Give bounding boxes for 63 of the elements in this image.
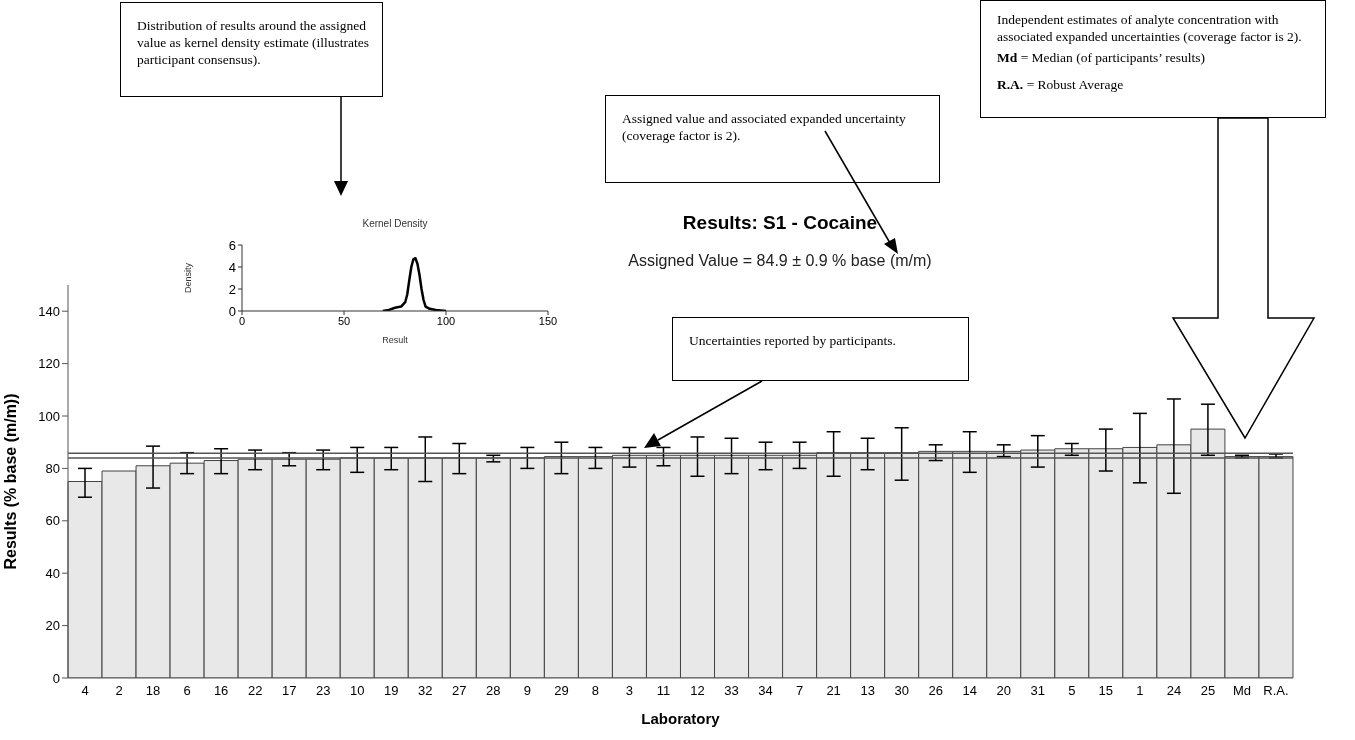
x-tick-label: 19: [384, 683, 399, 699]
x-tick-label: 2: [115, 683, 123, 699]
x-tick-label: Md: [1232, 683, 1251, 699]
x-tick-label: 14: [962, 683, 977, 699]
y-tick-label: 120: [38, 356, 60, 372]
x-tick-label: 4: [81, 683, 89, 699]
y-tick-label: 6: [228, 237, 236, 253]
x-tick-label: 9: [523, 683, 531, 699]
x-tick-label: 6: [183, 683, 191, 699]
y-axis-title: Density: [183, 262, 194, 294]
x-tick-label: 26: [928, 683, 943, 699]
x-tick-label: 100: [436, 314, 456, 327]
x-tick-label: 150: [538, 314, 558, 327]
x-tick-label: 0: [238, 314, 246, 327]
y-tick-label: 60: [45, 513, 60, 529]
x-tick-label: R.A.: [1263, 683, 1289, 699]
x-tick-label: 12: [690, 683, 705, 699]
x-tick-label: 27: [452, 683, 467, 699]
y-tick-label: 20: [45, 618, 60, 634]
x-tick-label: 34: [758, 683, 773, 699]
x-tick-label: 17: [281, 683, 297, 699]
x-tick-label: 23: [315, 683, 331, 699]
x-tick-label: 20: [996, 683, 1011, 699]
x-tick-label: 15: [1098, 683, 1114, 699]
x-tick-label: 21: [826, 683, 841, 699]
x-axis-title: Result: [382, 335, 409, 345]
chart-title: Results: S1 - Cocaine: [681, 212, 879, 234]
x-tick-label: 3: [625, 683, 634, 699]
y-tick-label: 40: [45, 565, 60, 581]
y-tick-label: 100: [38, 408, 60, 424]
x-tick-label: 8: [591, 683, 600, 699]
x-tick-label: 7: [795, 683, 804, 699]
x-tick-label: 22: [247, 683, 263, 699]
x-tick-label: 16: [213, 683, 229, 699]
x-tick-label: 31: [1030, 683, 1046, 699]
text-box: Distribution of results around the assigned value as kernel density estimate (illustrates participant consensus).: [120, 2, 383, 97]
y-tick-label: 0: [52, 670, 60, 686]
x-tick-label: 50: [337, 314, 351, 327]
x-tick-label: 11: [656, 683, 671, 699]
text-box: Independent estimates of analyte concentration with associated expanded uncertainties (coverage factor is 2). Md = Median (of participants’ results) R.A. = Robust Average: [980, 0, 1326, 118]
x-tick-label: 25: [1200, 683, 1216, 699]
y-tick-label: 4: [228, 259, 236, 275]
x-tick-label: 28: [486, 683, 501, 699]
y-tick-label: 140: [38, 303, 60, 319]
text-box: Uncertainties reported by participants.: [672, 317, 969, 381]
x-axis-title: Laboratory: [641, 710, 721, 727]
annotation: Uncertainties reported by participants.: [689, 332, 897, 349]
y-tick-label: 80: [45, 461, 60, 477]
x-tick-label: 18: [145, 683, 161, 699]
chart-title: Kernel Density: [361, 218, 429, 229]
x-tick-label: 13: [860, 683, 875, 699]
x-tick-label: 32: [418, 683, 433, 699]
y-tick-label: 2: [228, 281, 236, 297]
x-tick-label: 24: [1166, 683, 1182, 699]
text-box: Assigned value and associated expanded uncertainty (coverage factor is 2).: [605, 95, 940, 183]
x-tick-label: 5: [1068, 683, 1076, 699]
x-tick-label: 10: [350, 683, 365, 699]
x-tick-label: 33: [724, 683, 739, 699]
x-tick-label: 1: [1136, 683, 1144, 699]
chart-subtitle: Assigned Value = 84.9 ± 0.9 % base (m/m): [627, 252, 933, 270]
x-tick-label: 30: [894, 683, 909, 699]
x-tick-label: 29: [554, 683, 569, 699]
y-axis-title: Results (% base (m/m)): [1, 393, 19, 570]
